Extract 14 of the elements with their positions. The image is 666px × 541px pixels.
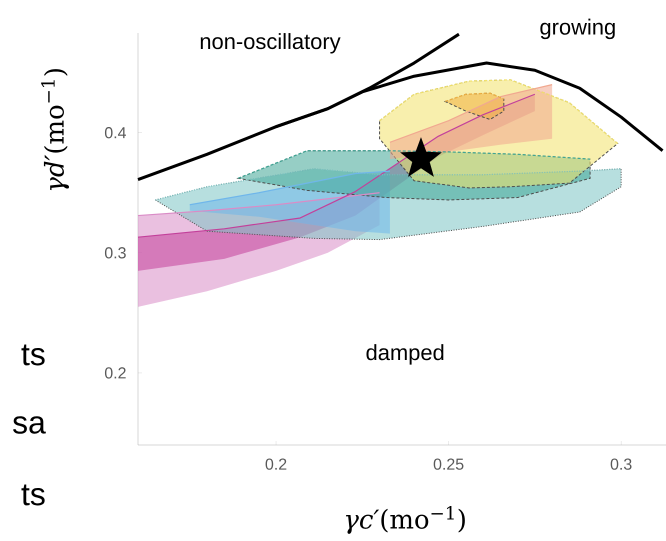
x-axis-title: γc′(mo$^{−1}$) [346,506,465,534]
x-tick-label: 0.3 [610,458,632,470]
y-tick-label: 0.4 [104,127,126,138]
annotation: growing [540,18,615,40]
annotation: damped [366,344,444,365]
y-tick-label: 0.2 [104,367,126,379]
y-tick-label: 0.3 [104,247,126,258]
text: ts [21,344,45,366]
text: ts [21,484,45,506]
y-axis-title: γd′(mo$^{−1}$) [41,69,70,190]
annotation: non-oscillatory [200,33,341,54]
x-tick-label: 0.25 [434,458,464,470]
x-tick-label: 0.2 [266,458,286,470]
text: sa [13,416,46,434]
